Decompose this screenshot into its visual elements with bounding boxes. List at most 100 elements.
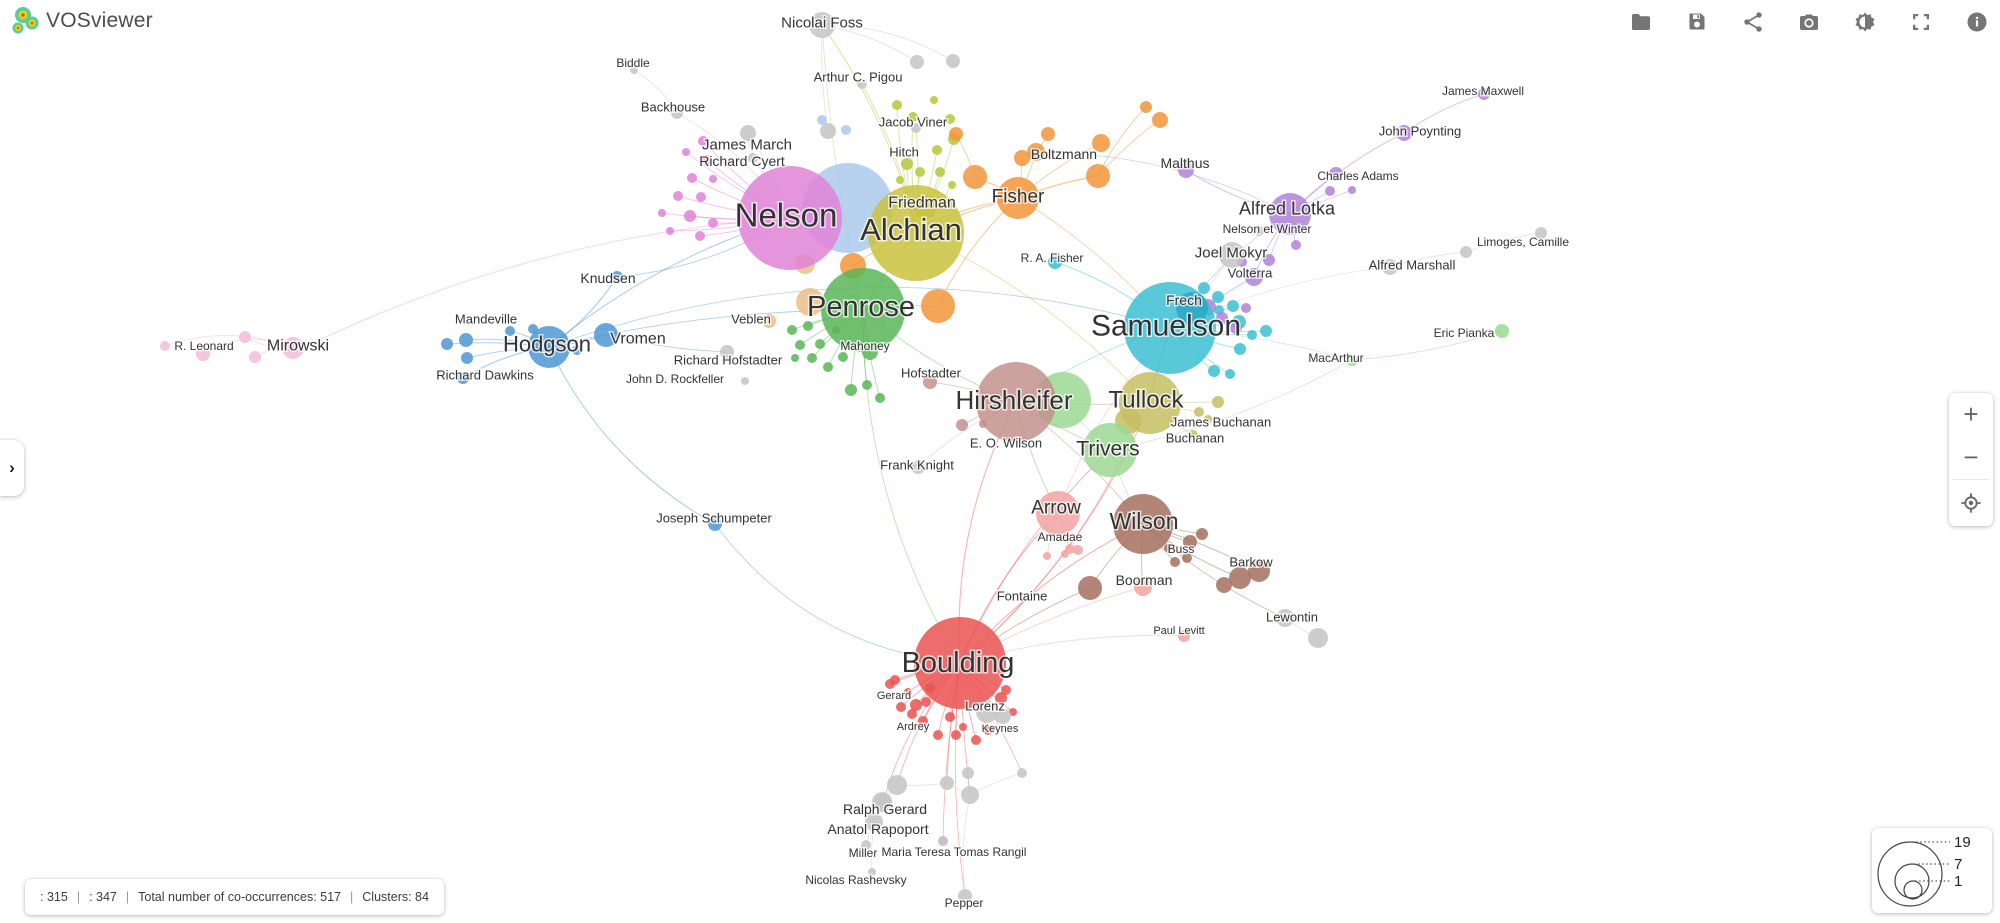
- network-node[interactable]: [959, 723, 967, 731]
- network-node[interactable]: [1065, 544, 1075, 554]
- network-node[interactable]: [461, 352, 473, 364]
- network-node[interactable]: [961, 786, 979, 804]
- network-node[interactable]: [762, 314, 776, 328]
- contrast-button[interactable]: [1852, 9, 1878, 35]
- network-node[interactable]: [997, 177, 1039, 219]
- network-node[interactable]: [702, 155, 712, 165]
- network-node[interactable]: [1308, 628, 1328, 648]
- network-node[interactable]: [671, 107, 683, 119]
- network-node[interactable]: [1194, 407, 1204, 417]
- network-node[interactable]: [921, 289, 955, 323]
- network-node[interactable]: [1183, 535, 1197, 549]
- network-node[interactable]: [958, 889, 972, 903]
- network-node[interactable]: [872, 792, 892, 812]
- network-node[interactable]: [1329, 167, 1343, 181]
- network-node[interactable]: [1134, 578, 1152, 596]
- network-node[interactable]: [976, 701, 998, 723]
- network-node[interactable]: [1119, 372, 1181, 434]
- network-node[interactable]: [1188, 430, 1198, 440]
- network-node[interactable]: [862, 380, 872, 390]
- network-node[interactable]: [820, 123, 836, 139]
- network-node[interactable]: [282, 337, 304, 359]
- network-node[interactable]: [995, 708, 1011, 724]
- network-node[interactable]: [838, 352, 848, 362]
- network-node[interactable]: [1092, 134, 1110, 152]
- network-node[interactable]: [1212, 291, 1224, 303]
- open-button[interactable]: [1628, 9, 1654, 35]
- network-node[interactable]: [901, 158, 913, 170]
- network-node[interactable]: [1348, 186, 1356, 194]
- network-node[interactable]: [1001, 685, 1011, 695]
- network-node[interactable]: [979, 420, 987, 428]
- network-node[interactable]: [196, 347, 210, 361]
- network-node[interactable]: [809, 12, 835, 38]
- network-node[interactable]: [160, 341, 170, 351]
- network-node[interactable]: [1196, 528, 1208, 540]
- network-node[interactable]: [239, 331, 251, 343]
- network-node[interactable]: [741, 377, 749, 385]
- network-node[interactable]: [823, 362, 833, 372]
- network-node[interactable]: [868, 185, 964, 281]
- network-node[interactable]: [995, 692, 1007, 704]
- network-node[interactable]: [1170, 557, 1180, 567]
- network-node[interactable]: [1219, 242, 1245, 268]
- network-node[interactable]: [915, 167, 925, 177]
- network-node[interactable]: [720, 345, 734, 359]
- network-node[interactable]: [1495, 324, 1509, 338]
- network-node[interactable]: [875, 393, 885, 403]
- network-node[interactable]: [1178, 162, 1194, 178]
- network-node[interactable]: [1178, 630, 1190, 642]
- fullscreen-button[interactable]: [1908, 9, 1934, 35]
- network-node[interactable]: [1073, 545, 1083, 555]
- network-node[interactable]: [1176, 292, 1208, 324]
- network-node[interactable]: [803, 321, 813, 331]
- network-node[interactable]: [1216, 577, 1232, 593]
- network-node[interactable]: [787, 325, 797, 335]
- network-node[interactable]: [1113, 494, 1173, 554]
- network-node[interactable]: [1229, 567, 1251, 589]
- network-node[interactable]: [841, 125, 851, 135]
- network-node[interactable]: [441, 338, 453, 350]
- network-node[interactable]: [807, 353, 817, 363]
- network-node[interactable]: [594, 323, 618, 347]
- network-node[interactable]: [951, 730, 961, 740]
- network-node[interactable]: [1478, 88, 1490, 100]
- network-node[interactable]: [1212, 396, 1224, 408]
- network-node[interactable]: [738, 166, 842, 270]
- network-node[interactable]: [1152, 112, 1168, 128]
- network-node[interactable]: [921, 697, 931, 707]
- network-node[interactable]: [904, 688, 912, 696]
- network-node[interactable]: [949, 127, 963, 141]
- network-node[interactable]: [1325, 186, 1335, 196]
- network-node[interactable]: [666, 227, 674, 235]
- network-node[interactable]: [821, 268, 905, 352]
- network-node[interactable]: [935, 167, 945, 177]
- network-node[interactable]: [914, 617, 1006, 709]
- network-node[interactable]: [956, 419, 968, 431]
- zoom-in-button[interactable]: +: [1963, 399, 1979, 429]
- network-node[interactable]: [896, 702, 906, 712]
- network-node[interactable]: [983, 725, 993, 735]
- network-node[interactable]: [932, 145, 942, 155]
- panel-toggle[interactable]: ›: [0, 440, 24, 496]
- network-node[interactable]: [865, 813, 883, 831]
- network-node[interactable]: [1083, 423, 1137, 477]
- network-node[interactable]: [708, 218, 718, 228]
- network-node[interactable]: [611, 271, 623, 283]
- share-button[interactable]: [1740, 9, 1766, 35]
- network-node[interactable]: [630, 66, 638, 74]
- network-node[interactable]: [528, 326, 570, 368]
- network-node[interactable]: [505, 326, 515, 336]
- network-node[interactable]: [862, 344, 878, 360]
- network-node[interactable]: [971, 735, 981, 745]
- network-node[interactable]: [459, 333, 473, 347]
- network-node[interactable]: [930, 96, 938, 104]
- network-node[interactable]: [945, 712, 955, 722]
- network-node[interactable]: [1535, 227, 1547, 239]
- network-node[interactable]: [1086, 164, 1110, 188]
- network-node[interactable]: [938, 836, 948, 846]
- network-node[interactable]: [249, 351, 261, 363]
- network-node[interactable]: [1208, 365, 1220, 377]
- network-node[interactable]: [658, 209, 666, 217]
- network-node[interactable]: [1263, 254, 1275, 266]
